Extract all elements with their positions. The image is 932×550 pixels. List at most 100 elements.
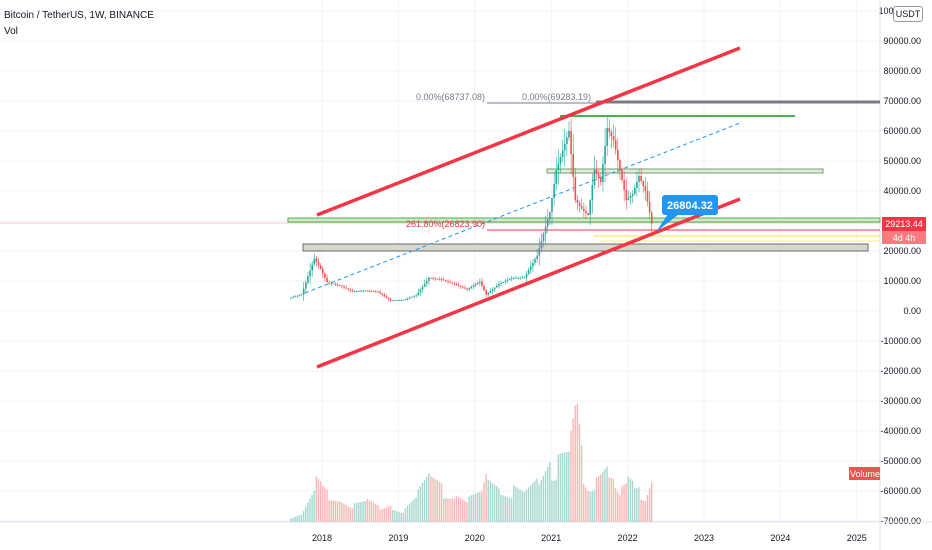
volume-bar [604, 469, 606, 522]
candle-body [551, 198, 553, 212]
candle-body [508, 279, 511, 280]
candle-body [491, 289, 494, 291]
candle-body [462, 286, 464, 288]
volume-bar [650, 482, 653, 522]
symbol-title[interactable]: Bitcoin / TetherUS, 1W, BINANCE [4, 10, 154, 21]
countdown-tag [882, 231, 926, 244]
candle-body [311, 264, 313, 271]
candle-body [466, 288, 468, 290]
time-tick-label: 2021 [541, 533, 561, 543]
volume-bar [307, 502, 309, 522]
volume-bar [489, 481, 492, 522]
candle-body [322, 269, 324, 274]
volume-bar [474, 493, 477, 522]
volume-bar [349, 507, 351, 522]
volume-bar [423, 479, 426, 522]
volume-bar [508, 497, 511, 522]
volume-bar [493, 484, 496, 522]
volume-bar [387, 506, 390, 522]
volume-bar [559, 453, 562, 522]
candle-body [453, 283, 456, 285]
candle-body [294, 296, 297, 298]
candle-body [298, 295, 301, 296]
candle-body [442, 279, 445, 281]
volume-bar [648, 488, 651, 522]
candle-body [513, 277, 515, 279]
volume-bar [362, 501, 364, 522]
volume-bar [379, 509, 381, 522]
volume-bar [549, 462, 551, 522]
candle-body [341, 285, 343, 287]
volume-bar [578, 424, 581, 522]
candle-body [379, 291, 381, 294]
volume-bar [428, 473, 430, 522]
candle-body [529, 266, 532, 271]
candle-body [430, 278, 432, 279]
currency-badge[interactable]: USDT [893, 6, 923, 22]
candle-body [506, 280, 509, 281]
candle-body [640, 176, 642, 181]
fib-label: 0.00%(68737.08) [416, 92, 485, 102]
candle-body [381, 293, 384, 295]
volume-bar [600, 474, 602, 522]
volume-bar [447, 498, 449, 522]
candle-body [636, 182, 638, 188]
volume-bar [523, 492, 526, 522]
volume-bar [345, 505, 347, 522]
volume-bar [455, 495, 458, 522]
candle-body [368, 290, 371, 292]
candle-body [455, 284, 458, 285]
candle-body [436, 278, 439, 280]
candle-body [383, 294, 386, 297]
volume-bar [425, 476, 428, 522]
channel-midline [304, 122, 741, 294]
volume-bar [513, 485, 515, 522]
volume-tag-label: Volume [850, 469, 880, 479]
volume-bar [317, 478, 320, 522]
price-callout-label: 26804.32 [667, 200, 713, 212]
volume-bar [324, 487, 326, 522]
volume-bar [326, 489, 328, 522]
candle-body [498, 284, 500, 286]
candle-body [406, 298, 409, 300]
volume-bar [506, 496, 509, 522]
price-tick-label: 60000.00 [883, 126, 921, 136]
time-tick-label: 2023 [694, 533, 714, 543]
candle-body [650, 212, 653, 224]
candle-body [523, 277, 526, 279]
chart-legend: Bitcoin / TetherUS, 1W, BINANCE Vol [4, 9, 154, 38]
volume-bar [457, 497, 460, 522]
volume-bar [644, 500, 646, 522]
current-price-tag [882, 217, 926, 231]
price-tick-label: -40000.00 [880, 426, 921, 436]
volume-bar [372, 502, 375, 522]
candle-body [360, 290, 362, 292]
volume-bar [462, 499, 464, 522]
volume-bar [415, 497, 417, 522]
volume-bar [434, 478, 436, 522]
candle-body [307, 276, 309, 283]
volume-bar [298, 515, 301, 522]
candle-body [614, 140, 617, 150]
volume-bar [551, 480, 553, 522]
volume-bar [436, 480, 438, 522]
volume-bar [311, 494, 313, 522]
candle-body [568, 131, 570, 138]
candle-body [451, 282, 454, 284]
volume-bar [417, 489, 419, 522]
candle-body [404, 299, 407, 300]
volume-bar [389, 505, 392, 522]
candle-body [434, 278, 437, 280]
volume-indicator-label[interactable]: Vol [4, 26, 18, 37]
volume-bar [290, 518, 292, 522]
volume-bar [392, 509, 394, 522]
fib-label: 261.80%(26823.90) [406, 219, 485, 229]
volume-bar [481, 491, 483, 522]
volume-bar [343, 503, 345, 522]
candle-body [353, 291, 356, 293]
volume-bar [360, 501, 362, 522]
candle-body [317, 262, 320, 266]
candle-body [302, 288, 305, 295]
candle-body [631, 194, 634, 196]
